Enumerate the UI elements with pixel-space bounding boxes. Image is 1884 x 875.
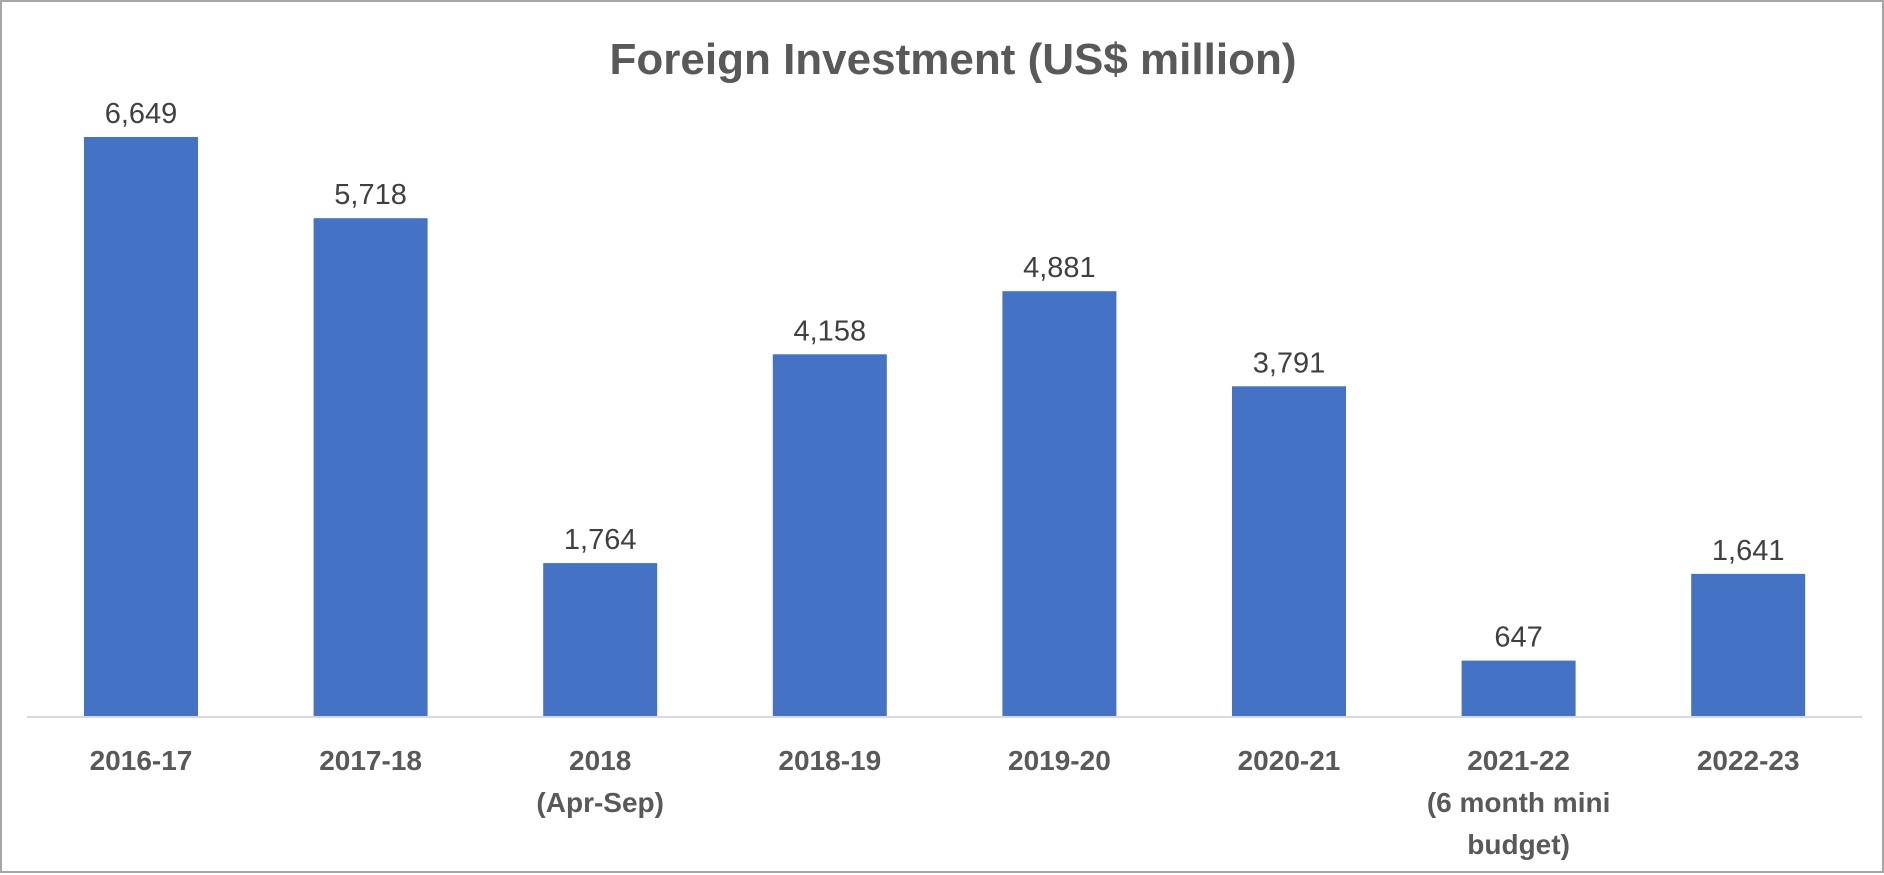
bar-0: [84, 137, 198, 717]
x-tick-label-3-line-0: 2018-19: [778, 745, 881, 776]
x-tick-label-1: 2017-18: [319, 745, 422, 776]
data-label-4: 4,881: [1023, 252, 1096, 284]
x-tick-label-2-line-0: 2018: [569, 745, 631, 776]
x-tick-label-6-line-2: budget): [1467, 829, 1570, 860]
data-label-0: 6,649: [105, 98, 178, 130]
x-tick-label-0: 2016-17: [90, 745, 193, 776]
data-label-7: 1,641: [1712, 535, 1785, 567]
bar-5: [1232, 386, 1346, 717]
x-tick-label-7: 2022-23: [1697, 745, 1800, 776]
bar-6: [1461, 660, 1576, 717]
bar-7: [1691, 573, 1806, 717]
x-tick-label-7-line-0: 2022-23: [1697, 745, 1800, 776]
x-tick-label-1-line-0: 2017-18: [319, 745, 422, 776]
x-tick-label-5: 2020-21: [1238, 745, 1341, 776]
x-tick-labels: 2016-17 2017-18 2018 (Apr-Sep) 2018-19 2019-2…: [90, 745, 1800, 860]
x-tick-label-0-line-0: 2016-17: [90, 745, 193, 776]
x-tick-label-3: 2018-19: [778, 745, 881, 776]
x-tick-label-6-line-0: 2021-22: [1467, 745, 1570, 776]
data-label-1: 5,718: [334, 179, 407, 211]
x-tick-label-2: 2018 (Apr-Sep): [536, 745, 664, 818]
x-tick-label-6-line-1: (6 month mini: [1427, 787, 1611, 818]
x-tick-label-5-line-0: 2020-21: [1238, 745, 1341, 776]
x-tick-label-4-line-0: 2019-20: [1008, 745, 1111, 776]
value-labels-layer: 6,649 5,718 1,764 4,158 4,881 3,791 647 1,641: [105, 98, 1785, 654]
bar-3: [772, 354, 887, 717]
data-label-2: 1,764: [564, 524, 637, 556]
bars-layer: [84, 137, 1806, 717]
x-tick-label-4: 2019-20: [1008, 745, 1111, 776]
bar-1: [313, 218, 428, 717]
data-label-6: 647: [1494, 622, 1542, 654]
bar-2: [543, 563, 658, 717]
x-tick-label-6: 2021-22 (6 month mini budget): [1427, 745, 1611, 860]
x-tick-label-2-line-1: (Apr-Sep): [536, 787, 664, 818]
data-label-5: 3,791: [1253, 347, 1326, 379]
bar-4: [1002, 291, 1117, 717]
chart-title: Foreign Investment (US$ million): [610, 35, 1297, 84]
data-label-3: 4,158: [794, 315, 867, 347]
